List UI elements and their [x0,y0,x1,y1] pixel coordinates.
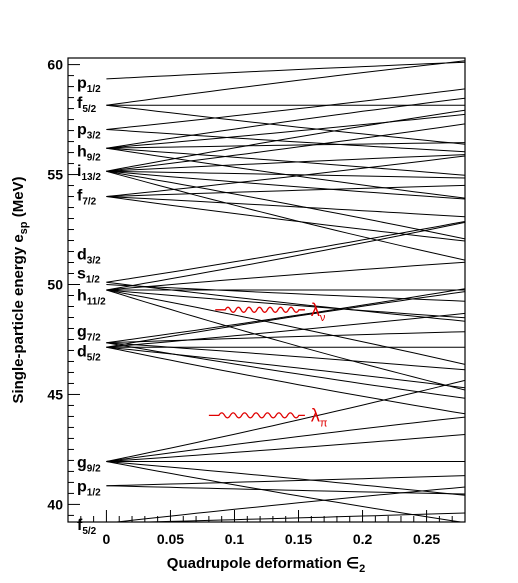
orbital-line [106,331,465,344]
orbital-label: g7/2 [77,324,101,344]
y-tick-label: 55 [47,167,63,183]
orbital-line [106,485,465,495]
orbital-line [106,170,465,240]
orbital-line [106,346,465,389]
y-tick-label: 50 [47,277,63,293]
orbital-label: s1/2 [77,265,100,285]
orbital-line [106,342,465,371]
orbital-line [106,312,465,348]
orbital-label: g9/2 [77,455,101,475]
fermi-label: λπ [311,405,328,429]
orbital-label: h9/2 [77,143,101,163]
orbital-line [106,123,465,172]
orbital-line [106,261,465,291]
orbital-line [106,104,465,145]
orbital-line [106,281,465,322]
orbital-label: f7/2 [77,187,97,207]
orbital-line [106,284,465,302]
orbital-line [106,289,465,365]
orbital-line [106,434,465,462]
y-axis: 40 45 50 55 60 [47,57,80,516]
orbital-label: f5/2 [77,95,97,115]
orbital-line [106,142,465,149]
orbital-line [106,475,465,487]
orbital-line [106,221,465,283]
plot-frame [67,57,466,523]
x-tick-label: 0.15 [285,531,312,547]
orbital-label: d5/2 [77,343,101,363]
orbital-line [106,109,465,172]
fermi-label: λν [311,300,326,324]
orbital-line [106,289,465,319]
orbital-line [106,170,465,200]
orbital-label: p1/2 [77,479,101,499]
orbital-line [106,342,465,399]
orbital-line [106,461,465,496]
orbital-line [106,88,465,130]
orbital-line [106,147,465,176]
x-tick-label: 0.25 [413,531,440,547]
orbital-line [106,196,465,218]
orbital-line [106,60,465,106]
fermi-annotations: λν λπ [208,300,328,429]
orbital-line [106,221,465,291]
y-tick-label: 60 [47,57,63,73]
y-axis-title: Single-particle energy esp (MeV) [10,176,30,403]
x-tick-label: 0.2 [353,531,373,547]
orbital-label: p1/2 [77,75,101,95]
orbital-line [106,379,465,462]
orbital-line [106,147,465,199]
fermi-wavy-line [215,306,305,313]
orbital-line [106,61,465,80]
orbital-line [106,170,465,261]
fermi-wavy-line [208,412,305,419]
orbital-label: d3/2 [77,247,101,267]
orbital-line [106,184,465,197]
y-tick-label: 40 [47,496,63,512]
orbital-line [106,155,465,197]
orbital-label: p3/2 [77,121,101,141]
x-tick-label: 0.05 [157,531,184,547]
orbital-line [106,461,465,522]
orbital-line [106,346,465,415]
x-axis: 0 0.05 0.1 0.15 0.2 0.25 [80,510,453,547]
orbital-label: i13/2 [77,163,101,183]
orbital-line [106,291,465,348]
orbital-line [106,196,465,242]
plot-lines [106,60,465,522]
x-axis-title: Quadrupole deformation ∈2 [167,555,365,575]
x-tick-label: 0.1 [225,531,245,547]
y-tick-label: 45 [47,386,63,402]
orbital-label: h11/2 [77,287,106,307]
orbital-line [106,129,465,153]
orbital-label: f5/2 [77,517,97,537]
level-labels: f5/2p1/2g9/2d5/2g7/2h11/2s1/2d3/2f7/2i13… [77,75,106,537]
orbital-line [106,416,465,462]
orbital-line [106,113,465,149]
orbital-line [106,154,465,172]
orbital-line [106,289,465,391]
x-tick-label: 0 [103,531,111,547]
